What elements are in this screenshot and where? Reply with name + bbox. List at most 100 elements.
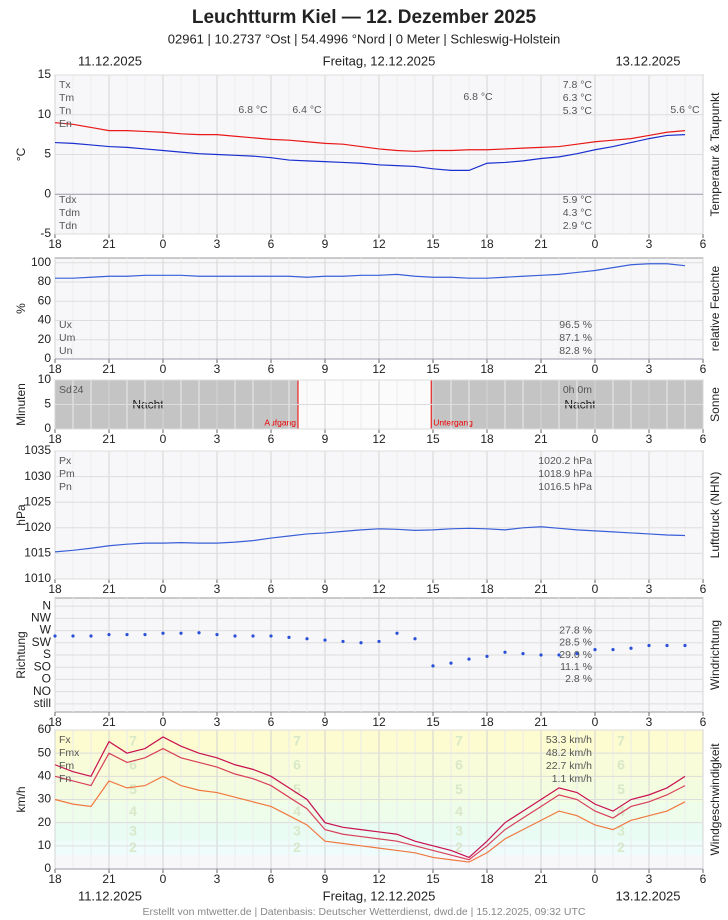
beaufort-label: 7 <box>129 732 137 748</box>
stat-value: 1020.2 hPa <box>538 455 592 467</box>
x-tick-label: 21 <box>102 237 116 251</box>
x-tick-label: 6 <box>700 237 707 251</box>
x-tick-label: 21 <box>534 582 548 596</box>
unit-label: Minuten <box>14 383 28 426</box>
stat-value: 1018.9 hPa <box>538 468 592 480</box>
direction-point <box>359 641 363 645</box>
y-tick-label: N <box>42 598 51 612</box>
y-tick-label: SW <box>32 635 52 649</box>
direction-point <box>53 634 57 638</box>
beaufort-label: 3 <box>129 823 137 839</box>
x-tick-label: 15 <box>426 715 440 729</box>
x-tick-label: 3 <box>214 715 221 729</box>
stat-label: Tdn <box>59 220 77 232</box>
x-tick-label: 15 <box>426 362 440 376</box>
beaufort-label: 2 <box>617 839 625 855</box>
x-tick-label: 0 <box>160 432 167 446</box>
y-tick-label: 5 <box>44 397 51 411</box>
stat-label: Fmx <box>59 747 80 759</box>
title: Leuchtturm Kiel — 12. Dezember 2025 <box>192 7 537 28</box>
series-line <box>55 263 686 279</box>
x-tick-label: 18 <box>480 582 494 596</box>
direction-point <box>323 638 327 642</box>
direction-point <box>89 634 93 638</box>
stat-label: Fx <box>59 734 71 746</box>
x-tick-label: 21 <box>534 872 548 886</box>
series-line <box>54 736 686 859</box>
stat-label: Pm <box>59 468 75 480</box>
beaufort-label: 6 <box>129 757 137 773</box>
beaufort-label: 7 <box>455 732 463 748</box>
x-tick-label: 6 <box>700 872 707 886</box>
date-center: Freitag, 12.12.2025 <box>323 53 436 68</box>
direction-point <box>611 647 615 652</box>
x-tick-label: 6 <box>700 362 707 376</box>
x-tick-label: 18 <box>48 237 62 251</box>
x-tick-label: 12 <box>372 872 386 886</box>
y-tick-label: 5 <box>44 147 51 161</box>
x-tick-label: 15 <box>426 872 440 886</box>
x-tick-label: 3 <box>214 582 221 596</box>
direction-point <box>341 639 345 644</box>
x-tick-label: 3 <box>646 872 653 886</box>
beaufort-label: 3 <box>617 823 625 839</box>
direction-point <box>269 634 273 638</box>
sum-value: 0h 0m <box>563 384 592 396</box>
y-tick-label: 30 <box>38 792 52 806</box>
direction-point <box>521 652 525 656</box>
y-tick-label: 1035 <box>24 443 51 457</box>
y-tick-label: 10 <box>38 372 52 386</box>
x-tick-label: 18 <box>480 715 494 729</box>
stat-label: Tm <box>59 92 74 104</box>
stat-value: 82.8 % <box>559 345 592 357</box>
beaufort-label: 4 <box>129 803 137 819</box>
date-right: 13.12.2025 <box>615 888 680 903</box>
x-tick-label: 21 <box>534 362 548 376</box>
stat-label: Tdm <box>59 207 80 219</box>
y-tick-label: 1020 <box>24 520 51 534</box>
direction-point <box>143 633 147 637</box>
stat-value: 5.3 °C <box>563 105 593 117</box>
x-tick-label: 21 <box>534 715 548 729</box>
x-tick-label: 18 <box>48 432 62 446</box>
x-tick-label: 0 <box>592 582 599 596</box>
x-tick-label: 0 <box>160 715 167 729</box>
x-tick-label: 9 <box>322 872 329 886</box>
x-tick-label: 6 <box>700 582 707 596</box>
beaufort-label: 5 <box>455 781 463 797</box>
side-label: relative Feuchte <box>708 265 722 351</box>
x-tick-label: 15 <box>426 582 440 596</box>
annotation: 6.8 °C <box>238 104 268 116</box>
stat-value: 1016.5 hPa <box>538 481 592 493</box>
x-tick-label: 6 <box>268 872 275 886</box>
stat-value: 1.1 km/h <box>552 773 592 785</box>
x-tick-label: 9 <box>322 582 329 596</box>
direction-share: 28.5 % <box>559 637 592 649</box>
y-tick-label: still <box>34 696 51 710</box>
y-tick-label: 40 <box>38 313 52 327</box>
direction-point <box>377 639 381 644</box>
stat-value: 4.3 °C <box>563 207 593 219</box>
x-tick-label: 6 <box>700 715 707 729</box>
direction-point <box>485 654 489 658</box>
y-tick-label: 15 <box>38 67 52 81</box>
y-tick-label: 40 <box>38 769 52 783</box>
sunrise-label: Aufgang <box>264 417 296 427</box>
x-tick-label: 0 <box>592 432 599 446</box>
stat-label: Tx <box>59 79 71 91</box>
beaufort-label: 5 <box>129 781 137 797</box>
side-label: Sonne <box>708 387 722 422</box>
x-tick-label: 0 <box>160 362 167 376</box>
x-tick-label: 3 <box>214 432 221 446</box>
series-line <box>54 747 686 861</box>
direction-point <box>575 652 579 656</box>
x-tick-label: 21 <box>102 715 116 729</box>
x-tick-label: 0 <box>592 872 599 886</box>
direction-point <box>449 661 453 665</box>
stat-value: 7.8 °C <box>563 79 593 91</box>
x-tick-label: 6 <box>268 582 275 596</box>
direction-point <box>197 631 201 635</box>
beaufort-label: 3 <box>455 823 463 839</box>
sum-label: Sd24 <box>59 384 84 396</box>
direction-point <box>71 634 75 638</box>
